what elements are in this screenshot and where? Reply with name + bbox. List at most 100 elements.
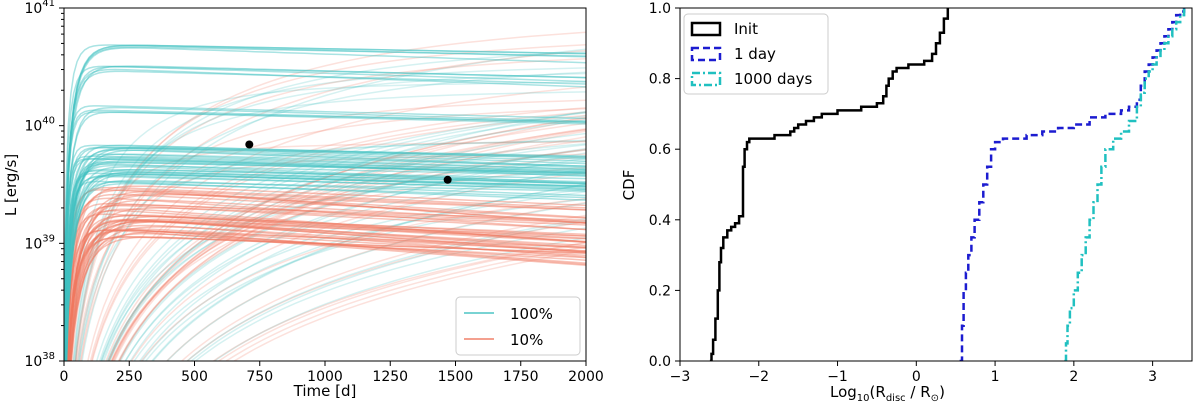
left-y-ticks: 1038 1039 1040 1041 xyxy=(24,0,64,370)
right-x-tick-label: −1 xyxy=(827,369,848,385)
faint-10pct-curve xyxy=(76,153,586,361)
100pct-curve xyxy=(64,158,586,361)
100pct-curve xyxy=(64,155,586,361)
100pct-curve xyxy=(65,160,586,361)
faint-10pct-curve xyxy=(77,99,586,361)
left-y-tick-label: 1039 xyxy=(24,233,55,252)
100pct-curve xyxy=(64,164,586,361)
10pct-curve xyxy=(65,193,586,361)
faint-100pct-curve xyxy=(74,51,586,361)
faint-100pct-curve xyxy=(141,190,586,361)
left-x-tick-label: 1000 xyxy=(307,369,343,385)
100pct-curve xyxy=(65,166,586,361)
faint-100pct-curve xyxy=(107,132,586,361)
left-y-axis-label: L [erg/s] xyxy=(2,154,20,216)
100pct-curve xyxy=(64,46,586,361)
faint-10pct-curve xyxy=(117,148,586,361)
100pct-curve xyxy=(64,65,586,361)
10pct-curve xyxy=(65,197,586,361)
10pct-curve xyxy=(66,204,586,361)
10pct-curve xyxy=(69,224,586,361)
10pct-curve xyxy=(68,220,586,361)
faint-10pct-curve xyxy=(91,114,586,361)
100pct-curve xyxy=(64,65,586,361)
100pct-curve xyxy=(64,146,586,361)
luminosity-curves xyxy=(64,31,586,361)
legend-label-1day: 1 day xyxy=(734,45,776,63)
100pct-curve xyxy=(64,144,586,361)
legend-swatch-init xyxy=(690,21,722,37)
faint-10pct-curve xyxy=(186,221,586,361)
faint-100pct-curve xyxy=(102,119,586,361)
faint-100pct-curve xyxy=(129,152,586,361)
10pct-curve xyxy=(67,228,586,361)
10pct-curve xyxy=(67,218,586,361)
10pct-curve xyxy=(66,229,586,361)
right-x-axis-label: Log10(Rdisc / R⊙) xyxy=(830,383,945,404)
luminosity-marker xyxy=(245,140,254,149)
100pct-curve xyxy=(64,68,586,361)
faint-10pct-curve xyxy=(113,118,586,361)
10pct-curve xyxy=(67,229,586,361)
right-x-tick-label: 1 xyxy=(991,369,1000,385)
100pct-curve xyxy=(65,180,586,361)
100pct-curve xyxy=(65,182,586,361)
left-y-tick-label: 1038 xyxy=(24,351,55,370)
10pct-curve xyxy=(67,214,586,361)
10pct-curve xyxy=(69,221,586,361)
faint-10pct-curve xyxy=(217,242,586,361)
faint-100pct-curve xyxy=(101,170,586,361)
right-x-tick-label: 0 xyxy=(912,369,921,385)
100pct-curve xyxy=(65,173,586,361)
faint-10pct-curve xyxy=(75,58,586,361)
100pct-curve xyxy=(64,153,586,361)
100pct-curve xyxy=(65,172,586,361)
faint-10pct-curve xyxy=(212,241,586,361)
10pct-curve xyxy=(66,204,586,361)
faint-100pct-curve xyxy=(108,143,586,361)
10pct-curve xyxy=(69,216,586,361)
10pct-curve xyxy=(65,229,586,361)
faint-10pct-curve xyxy=(71,140,586,361)
left-x-axis-label: Time [d] xyxy=(293,382,357,400)
faint-100pct-curve xyxy=(76,140,586,361)
100pct-curve xyxy=(64,105,586,361)
right-axes-frame xyxy=(679,7,1193,362)
100pct-curve xyxy=(64,170,586,361)
10pct-curve xyxy=(65,202,586,361)
luminosity-panel: 0 250 500 750 1000 1250 1500 1750 2000 103810391… xyxy=(2,0,604,400)
10pct-curve xyxy=(67,235,586,361)
faint-100pct-curve xyxy=(106,161,586,361)
faint-10pct-curve xyxy=(118,136,586,361)
100pct-curve xyxy=(64,44,586,361)
10pct-curve xyxy=(68,229,586,361)
100pct-curve xyxy=(64,44,586,361)
100pct-curve xyxy=(65,179,586,361)
10pct-curve xyxy=(70,231,586,361)
10pct-curve xyxy=(69,218,586,361)
10pct-curve xyxy=(64,188,586,361)
faint-100pct-curve xyxy=(81,48,586,361)
right-y-tick-label: 0.0 xyxy=(649,354,671,370)
10pct-curve xyxy=(65,213,586,361)
legend-label-1000days: 1000 days xyxy=(734,70,813,88)
100pct-curve xyxy=(65,168,586,361)
faint-100pct-curve xyxy=(72,67,586,361)
left-x-tick-label: 750 xyxy=(246,369,273,385)
right-x-tick-label: −2 xyxy=(748,369,769,385)
right-x-tick-label: 2 xyxy=(1069,369,1078,385)
10pct-curve xyxy=(66,185,586,361)
10pct-curve xyxy=(67,215,586,361)
left-x-tick-label: 0 xyxy=(60,369,69,385)
10pct-curve xyxy=(67,220,586,361)
100pct-curve xyxy=(64,172,586,361)
faint-100pct-curve xyxy=(108,110,586,361)
faint-10pct-curve xyxy=(108,128,586,361)
cdf-curve-1000-days xyxy=(1064,8,1186,361)
cdf-curves xyxy=(709,8,1186,361)
legend-swatch-1day xyxy=(690,46,722,62)
100pct-curve xyxy=(64,147,586,361)
faint-100pct-curve xyxy=(124,170,586,361)
right-y-tick-label: 0.8 xyxy=(649,72,671,88)
100pct-curve xyxy=(64,147,586,361)
